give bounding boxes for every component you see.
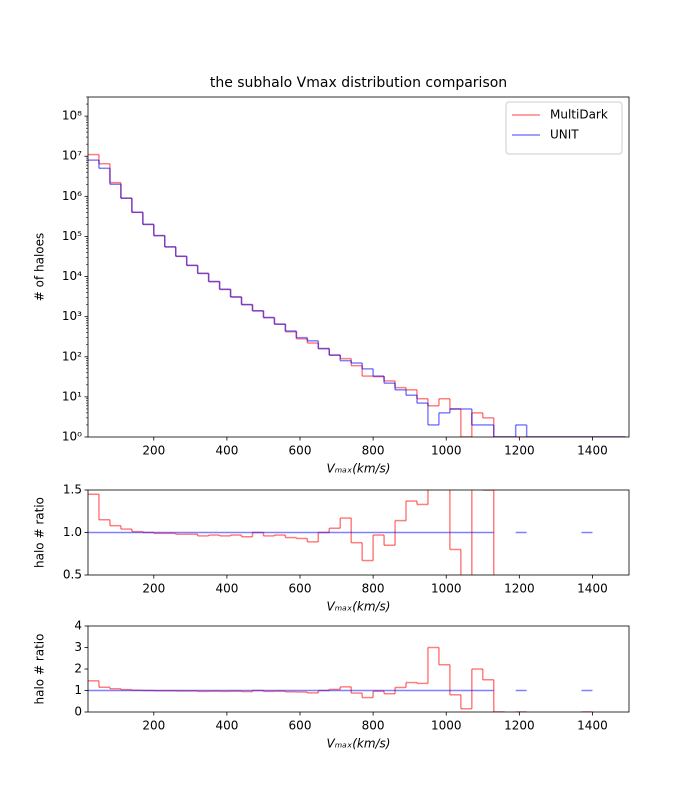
y-tick-label: 10⁸: [62, 109, 82, 123]
y-tick-label: 3: [74, 640, 82, 654]
y-tick-label: 10¹: [62, 389, 82, 403]
x-tick-label: 1200: [504, 719, 535, 733]
x-tick-label: 800: [362, 719, 385, 733]
plot-area: [88, 153, 626, 437]
y-tick-label: 10⁵: [62, 229, 82, 243]
y-axis-label: halo # ratio: [33, 634, 47, 705]
y-axis-label: halo # ratio: [33, 497, 47, 568]
x-axis-label: Vₘₐₓ(km/s): [326, 600, 390, 614]
x-tick-label: 400: [215, 719, 238, 733]
y-tick-label: 10⁷: [62, 149, 82, 163]
x-tick-label: 400: [215, 582, 238, 596]
x-tick-label: 200: [142, 719, 165, 733]
axes-frame: [87, 96, 630, 438]
y-tick-label: 10⁴: [62, 269, 82, 283]
y-tick-label: 10²: [62, 349, 82, 363]
x-tick-label: 1000: [431, 582, 462, 596]
plot-area: [88, 646, 593, 712]
y-tick-label: 1: [74, 683, 82, 697]
x-tick-label: 600: [289, 719, 312, 733]
x-tick-label: 200: [142, 444, 165, 458]
legend-label: UNIT: [550, 128, 579, 142]
y-tick-label: 10⁰: [62, 430, 82, 444]
x-tick-label: 1400: [577, 444, 608, 458]
y-tick-label: 0.5: [63, 568, 82, 582]
y-tick-label: 0: [74, 705, 82, 719]
x-tick-label: 400: [215, 444, 238, 458]
y-tick-label: 10³: [62, 309, 82, 323]
y-tick-label: 2: [74, 662, 82, 676]
x-tick-label: 1000: [431, 444, 462, 458]
x-tick-label: 1200: [504, 582, 535, 596]
x-tick-label: 1000: [431, 719, 462, 733]
y-axis-label: # of haloes: [33, 233, 47, 302]
y-tick-label: 10⁶: [62, 189, 82, 203]
x-tick-label: 1200: [504, 444, 535, 458]
x-tick-label: 200: [142, 582, 165, 596]
y-tick-label: 1.0: [63, 525, 82, 539]
x-tick-label: 1400: [577, 582, 608, 596]
x-tick-label: 1400: [577, 719, 608, 733]
plot-area: [88, 490, 593, 575]
chart-title: the subhalo Vmax distribution comparison: [210, 75, 507, 91]
legend-label: MultiDark: [550, 108, 608, 122]
x-axis-label: Vₘₐₓ(km/s): [326, 737, 390, 751]
x-tick-label: 800: [362, 582, 385, 596]
y-tick-label: 4: [74, 619, 82, 633]
x-tick-label: 600: [289, 444, 312, 458]
x-axis-label: Vₘₐₓ(km/s): [326, 462, 390, 476]
y-tick-label: 1.5: [63, 483, 82, 497]
x-tick-label: 800: [362, 444, 385, 458]
axes-frame: [87, 625, 630, 713]
x-tick-label: 600: [289, 582, 312, 596]
